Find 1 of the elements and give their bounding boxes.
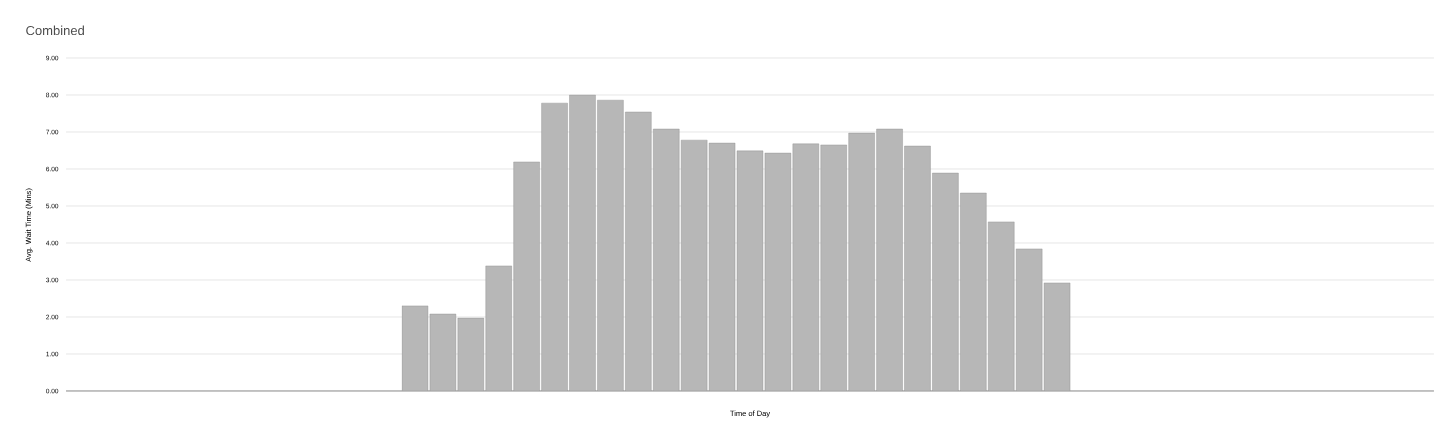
chart-title: Combined	[26, 25, 84, 36]
